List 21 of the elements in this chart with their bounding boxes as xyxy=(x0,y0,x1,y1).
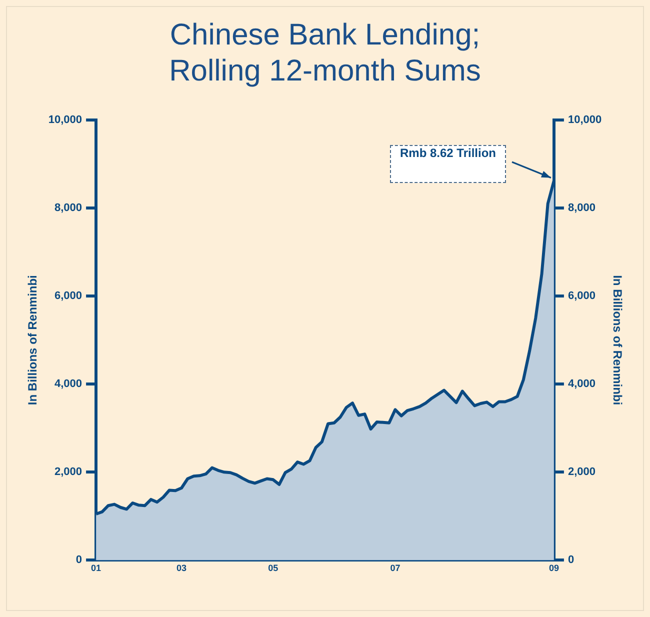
y-axis-title: In Billions of Renminbi xyxy=(26,275,40,406)
y-tick-label: 2,000 xyxy=(54,466,82,478)
chart-title: Chinese Bank Lending; Rolling 12-month Sums xyxy=(169,18,481,88)
x-tick-label: 03 xyxy=(176,563,187,574)
y2-tick-label: 0 xyxy=(568,554,574,566)
y2-tick-label: 10,000 xyxy=(568,114,602,126)
annotation: Rmb 8.62 Trillion xyxy=(390,145,506,183)
y-tick-label: 4,000 xyxy=(54,378,82,390)
x-tick-label: 07 xyxy=(390,563,400,574)
y2-axis-title: In Billions of Renminbi xyxy=(610,275,624,406)
x-tick-label: 09 xyxy=(548,563,559,574)
y2-tick-label: 4,000 xyxy=(568,378,596,390)
y2-tick-label: 6,000 xyxy=(568,290,596,302)
y-tick-label: 8,000 xyxy=(54,202,82,214)
y2-tick-label: 2,000 xyxy=(568,466,596,478)
y-tick-label: 6,000 xyxy=(54,290,82,302)
x-tick-label: 01 xyxy=(91,563,102,574)
y-tick-label: 0 xyxy=(76,554,82,566)
x-tick-label: 05 xyxy=(268,563,278,574)
y2-tick-label: 8,000 xyxy=(568,202,596,214)
y-tick-label: 10,000 xyxy=(48,114,82,126)
